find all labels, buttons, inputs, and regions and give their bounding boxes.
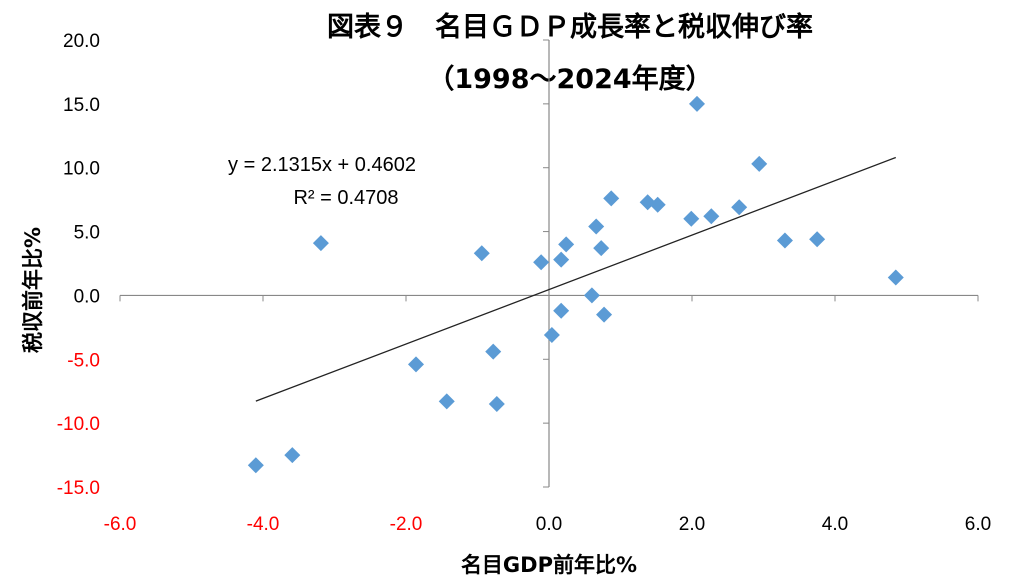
chart-title: 図表９ 名目ＧＤＰ成長率と税収伸び率 <box>327 11 813 43</box>
y-tick-label: 15.0 <box>63 95 100 116</box>
y-tick-label: 0.0 <box>74 286 100 307</box>
data-point <box>543 327 560 344</box>
data-point <box>588 218 605 235</box>
data-point <box>751 155 768 172</box>
x-tick-label: -2.0 <box>390 514 423 535</box>
data-point <box>558 236 575 253</box>
trendline-equation: y = 2.1315x + 0.4602 <box>228 154 416 176</box>
y-tick-label: 5.0 <box>74 223 100 244</box>
x-tick-labels: -6.0 -4.0 -2.0 0.0 2.0 4.0 6.0 <box>104 514 992 535</box>
data-point <box>438 393 455 410</box>
data-point <box>553 302 570 319</box>
data-point <box>473 245 490 262</box>
axes <box>119 39 979 488</box>
data-point <box>689 95 706 112</box>
data-point <box>312 235 329 252</box>
y-tick-label: -10.0 <box>57 414 100 435</box>
data-point <box>683 210 700 227</box>
data-point <box>603 190 620 207</box>
data-point <box>408 356 425 373</box>
trendline <box>255 156 897 402</box>
data-point <box>649 196 666 213</box>
data-point <box>533 254 550 271</box>
data-point <box>284 447 301 464</box>
y-tick-label: 10.0 <box>63 159 100 180</box>
y-tick-label: -15.0 <box>57 478 100 499</box>
data-point <box>247 457 264 474</box>
data-point <box>596 306 613 323</box>
x-tick-label: 0.0 <box>536 514 562 535</box>
x-tick-label: 4.0 <box>822 514 848 535</box>
data-point <box>553 251 570 268</box>
data-point <box>731 199 748 216</box>
x-tick-label: -4.0 <box>247 514 280 535</box>
x-axis-label: 名目GDP前年比% <box>461 553 637 577</box>
trendline-r2: R² = 0.4708 <box>293 187 398 209</box>
y-tick-labels: 20.0 15.0 10.0 5.0 0.0 -5.0 -10.0 -15.0 <box>57 31 100 499</box>
y-tick-label: 20.0 <box>63 31 100 52</box>
x-tick-label: 6.0 <box>965 514 991 535</box>
data-point <box>887 269 904 286</box>
y-tick-label: -5.0 <box>67 350 100 371</box>
data-point <box>488 395 505 412</box>
data-points <box>247 95 904 474</box>
data-point <box>776 232 793 249</box>
data-point <box>583 287 600 304</box>
data-point <box>485 343 502 360</box>
data-point <box>809 231 826 248</box>
data-point <box>593 240 610 257</box>
data-point <box>703 208 720 225</box>
chart-subtitle: （1998～2024年度） <box>427 63 712 95</box>
x-tick-label: -6.0 <box>104 514 137 535</box>
y-axis-label: 税収前年比% <box>21 227 45 353</box>
x-tick-label: 2.0 <box>679 514 705 535</box>
